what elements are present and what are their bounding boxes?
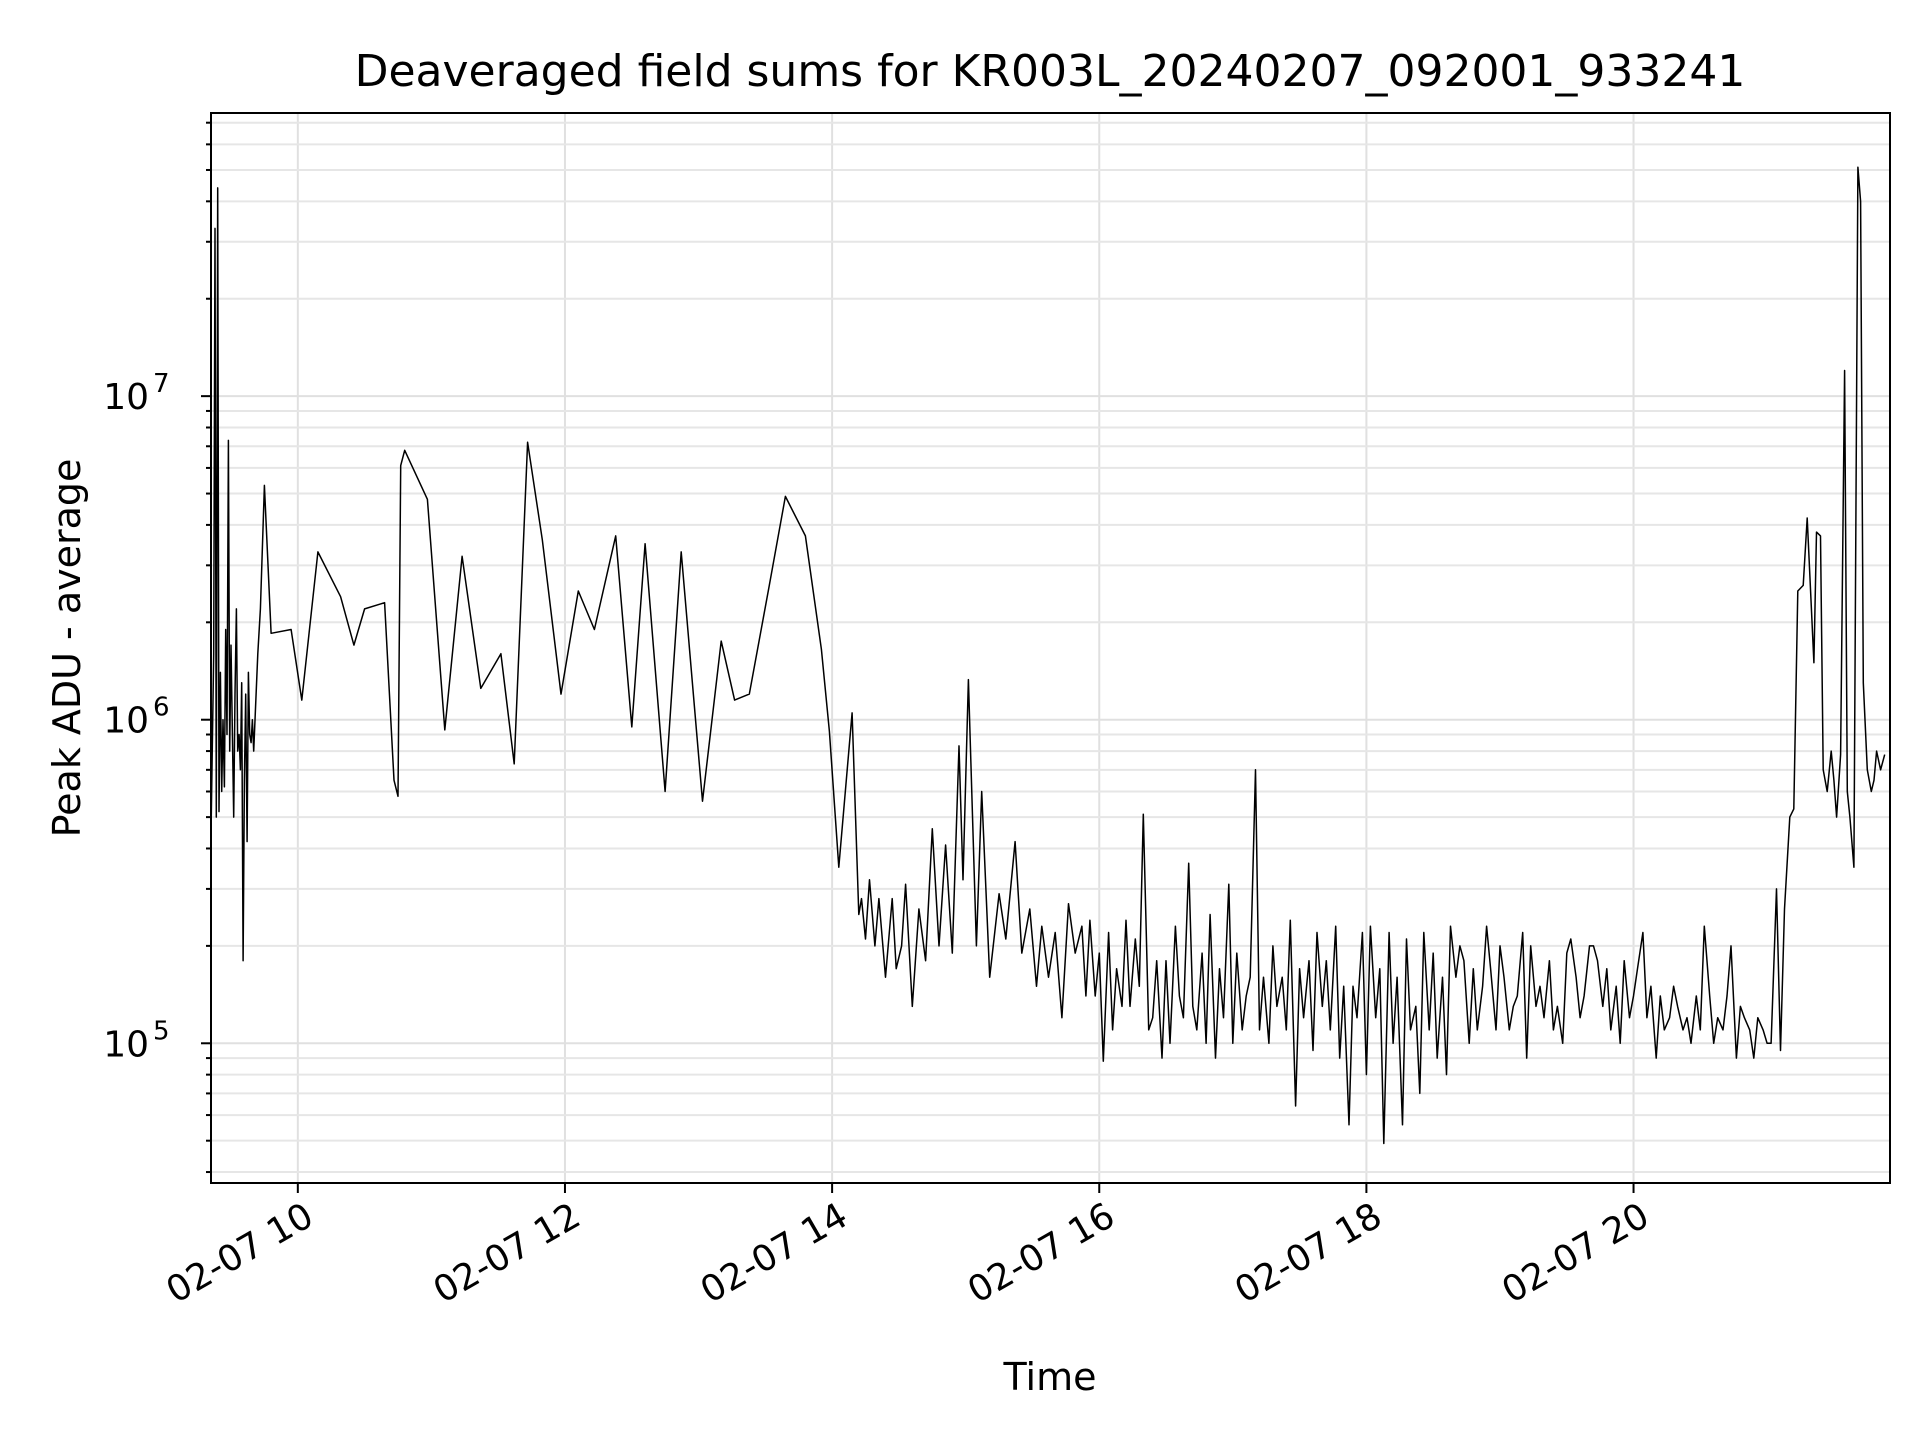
x-tick-label: 02-07 12 <box>427 1195 588 1311</box>
y-tick-label: 10 <box>103 1024 149 1065</box>
x-tick-label: 02-07 18 <box>1228 1195 1389 1311</box>
x-tick-label: 02-07 14 <box>694 1195 855 1311</box>
plot-frame <box>210 112 1891 1184</box>
y-tick-label-exponent: 7 <box>153 369 170 399</box>
y-tick-label: 10 <box>103 701 149 742</box>
series-line-0 <box>210 166 1886 1145</box>
line-series <box>210 166 1886 1145</box>
grid-lines <box>211 113 1890 1183</box>
x-tick-label: 02-07 16 <box>961 1195 1122 1311</box>
y-axis-label: Peak ADU - average <box>45 459 89 838</box>
x-tick-label: 02-07 20 <box>1495 1195 1656 1311</box>
y-tick-label-exponent: 6 <box>153 693 170 723</box>
x-tick-label: 02-07 10 <box>160 1195 321 1311</box>
x-axis-label: Time <box>1003 1355 1097 1399</box>
y-tick-label-exponent: 5 <box>153 1016 170 1046</box>
axis-ticks: 02-07 10 02-07 12 02-07 14 02-07 16 02-07 18… <box>103 121 1656 1312</box>
chart-title: Deaveraged field sums for KR003L_2024020… <box>355 46 1746 97</box>
y-tick-label: 10 <box>103 377 149 418</box>
